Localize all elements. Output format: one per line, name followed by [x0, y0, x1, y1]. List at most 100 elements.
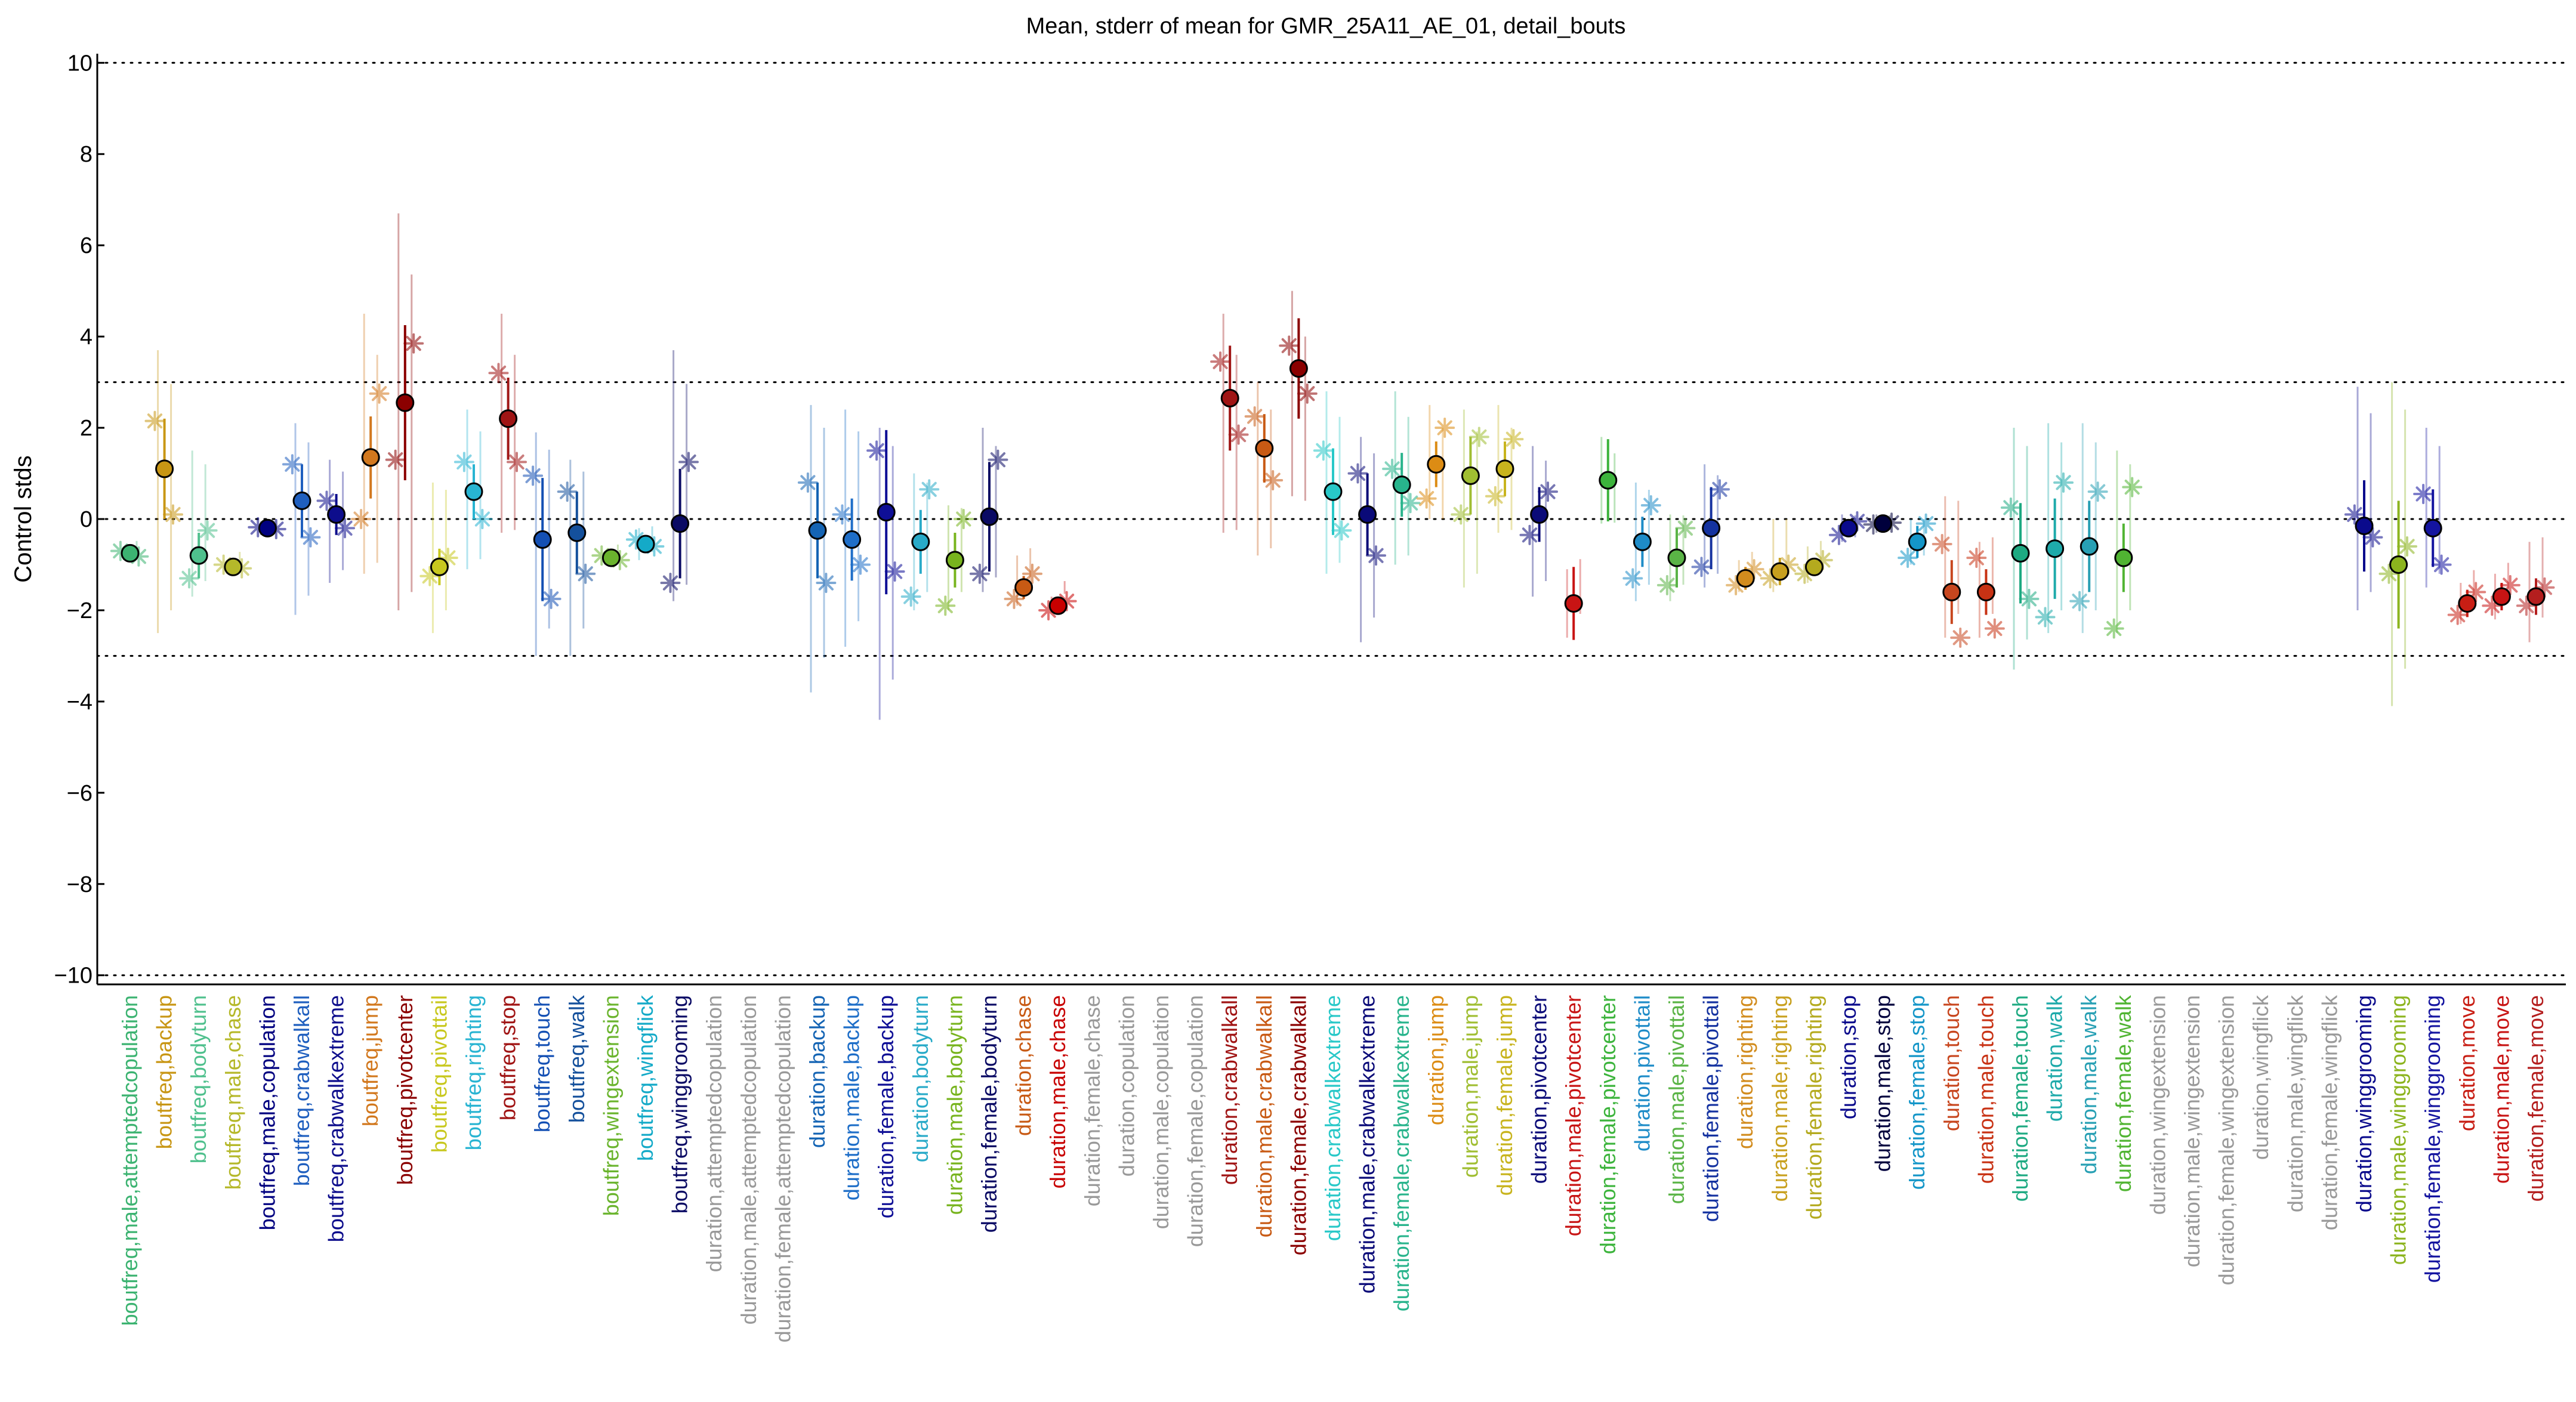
category-marks [2482, 563, 2521, 620]
star-marker [2069, 591, 2090, 612]
category-marks [1347, 437, 1386, 643]
category-marks [1691, 464, 1730, 588]
y-axis-label: Control stds [10, 455, 36, 582]
category-marks [213, 552, 252, 579]
star-marker [1485, 486, 1506, 507]
star-marker [1950, 627, 1971, 648]
star-marker [1915, 513, 1936, 534]
x-tick-label: duration,touch [1939, 995, 1964, 1131]
mean-marker [1048, 596, 1068, 615]
x-tick-label: duration,male,copulation [1149, 995, 1173, 1229]
x-tick-label: boutfreq,pivotcenter [393, 995, 417, 1185]
y-tick-label: −4 [67, 690, 92, 715]
star-marker [523, 465, 544, 486]
category-marks [351, 313, 390, 574]
star-marker [1710, 479, 1730, 500]
x-tick-label: duration,female,move [2523, 995, 2548, 1202]
mean-marker [533, 530, 552, 549]
category-marks [110, 541, 149, 567]
x-tick-label: duration,female,bodyturn [977, 995, 1001, 1233]
category-marks [2000, 428, 2040, 670]
x-tick-label: duration,female,jump [1492, 995, 1517, 1196]
star-marker [988, 449, 1008, 470]
star-marker [1416, 488, 1437, 509]
star-marker [2019, 588, 2040, 609]
mean-marker [601, 548, 621, 567]
mean-marker [2114, 548, 2133, 567]
x-tick-labels: boutfreq,male,attemptedcopulation boutfre… [118, 995, 2548, 1342]
category-marks [1279, 291, 1318, 501]
star-marker [1244, 406, 1265, 427]
mean-marker [2423, 518, 2442, 538]
mean-marker [396, 393, 415, 412]
x-tick-label: boutfreq,righting [461, 995, 486, 1150]
mean-marker [1804, 557, 1824, 576]
star-marker [1263, 470, 1284, 490]
x-tick-label: duration,female,crabwalkextreme [1389, 995, 1414, 1311]
x-tick-label: duration,pivottail [1630, 995, 1654, 1151]
star-marker [1313, 440, 1334, 461]
x-tick-label: boutfreq,crabwalkall [289, 995, 314, 1186]
star-marker [557, 481, 578, 502]
x-tick-label: duration,male,attemptedcopulation [736, 995, 761, 1324]
category-marks [900, 473, 940, 610]
mean-marker [1976, 582, 1995, 601]
mean-marker [292, 491, 311, 510]
star-marker [1366, 545, 1386, 566]
star-marker [797, 472, 818, 493]
mean-marker [430, 557, 449, 576]
star-marker [403, 333, 424, 354]
mean-marker [1702, 518, 1721, 538]
category-marks [935, 505, 974, 616]
star-marker [385, 449, 406, 470]
category-marks [1828, 511, 1868, 545]
star-marker [2103, 618, 2124, 639]
mean-marker [1392, 475, 1411, 495]
y-tick-label: 4 [80, 325, 92, 350]
x-tick-label: boutfreq,winggrooming [668, 995, 692, 1213]
mean-marker [189, 546, 208, 565]
mean-marker [808, 521, 827, 540]
mean-marker [843, 530, 862, 549]
plot-marks [110, 213, 2555, 720]
x-tick-label: duration,female,crabwalkall [1286, 995, 1310, 1255]
category-marks [1004, 548, 1042, 609]
x-tick-label: boutfreq,wingextension [599, 995, 623, 1216]
x-tick-label: boutfreq,pivottail [427, 995, 451, 1153]
category-marks [1210, 313, 1249, 533]
category-marks [2413, 428, 2452, 588]
category-marks [2447, 570, 2486, 625]
x-tick-label: duration,male,stop [1871, 995, 1895, 1172]
star-marker [1675, 518, 1696, 539]
mean-marker [1461, 466, 1480, 485]
category-marks [2378, 382, 2417, 706]
x-tick-label: boutfreq,male,attemptedcopulation [118, 995, 142, 1326]
chart-title: Mean, stderr of mean for GMR_25A11_AE_01… [1026, 14, 1626, 39]
x-tick-label: boutfreq,walk [564, 995, 589, 1123]
x-tick-label: duration,female,attemptedcopulation [770, 995, 795, 1342]
mean-marker [877, 503, 896, 522]
x-tick-label: duration,female,touch [2008, 995, 2032, 1202]
star-marker [1279, 335, 1300, 356]
y-tick-label: 2 [80, 416, 92, 441]
x-tick-label: boutfreq,male,chase [221, 995, 245, 1190]
mean-marker [1495, 459, 1514, 478]
category-marks [1726, 552, 1764, 595]
y-ticks: −10 −8 −6 −4 −2 0 2 4 6 8 10 [54, 51, 104, 989]
y-tick-label: −2 [67, 598, 92, 623]
mean-marker [1667, 548, 1686, 567]
y-tick-label: −6 [67, 781, 92, 806]
star-marker [1022, 563, 1042, 584]
mean-marker [980, 507, 999, 526]
category-marks [2516, 537, 2555, 643]
star-marker [575, 563, 596, 584]
mean-marker [464, 482, 483, 501]
x-tick-label: duration,female,backup [874, 995, 898, 1218]
x-tick-label: duration,male,pivottail [1664, 995, 1689, 1204]
mean-marker [671, 514, 690, 533]
category-marks [660, 350, 699, 601]
star-marker [866, 440, 887, 461]
mean-marker [945, 551, 964, 570]
category-marks [2069, 423, 2108, 634]
